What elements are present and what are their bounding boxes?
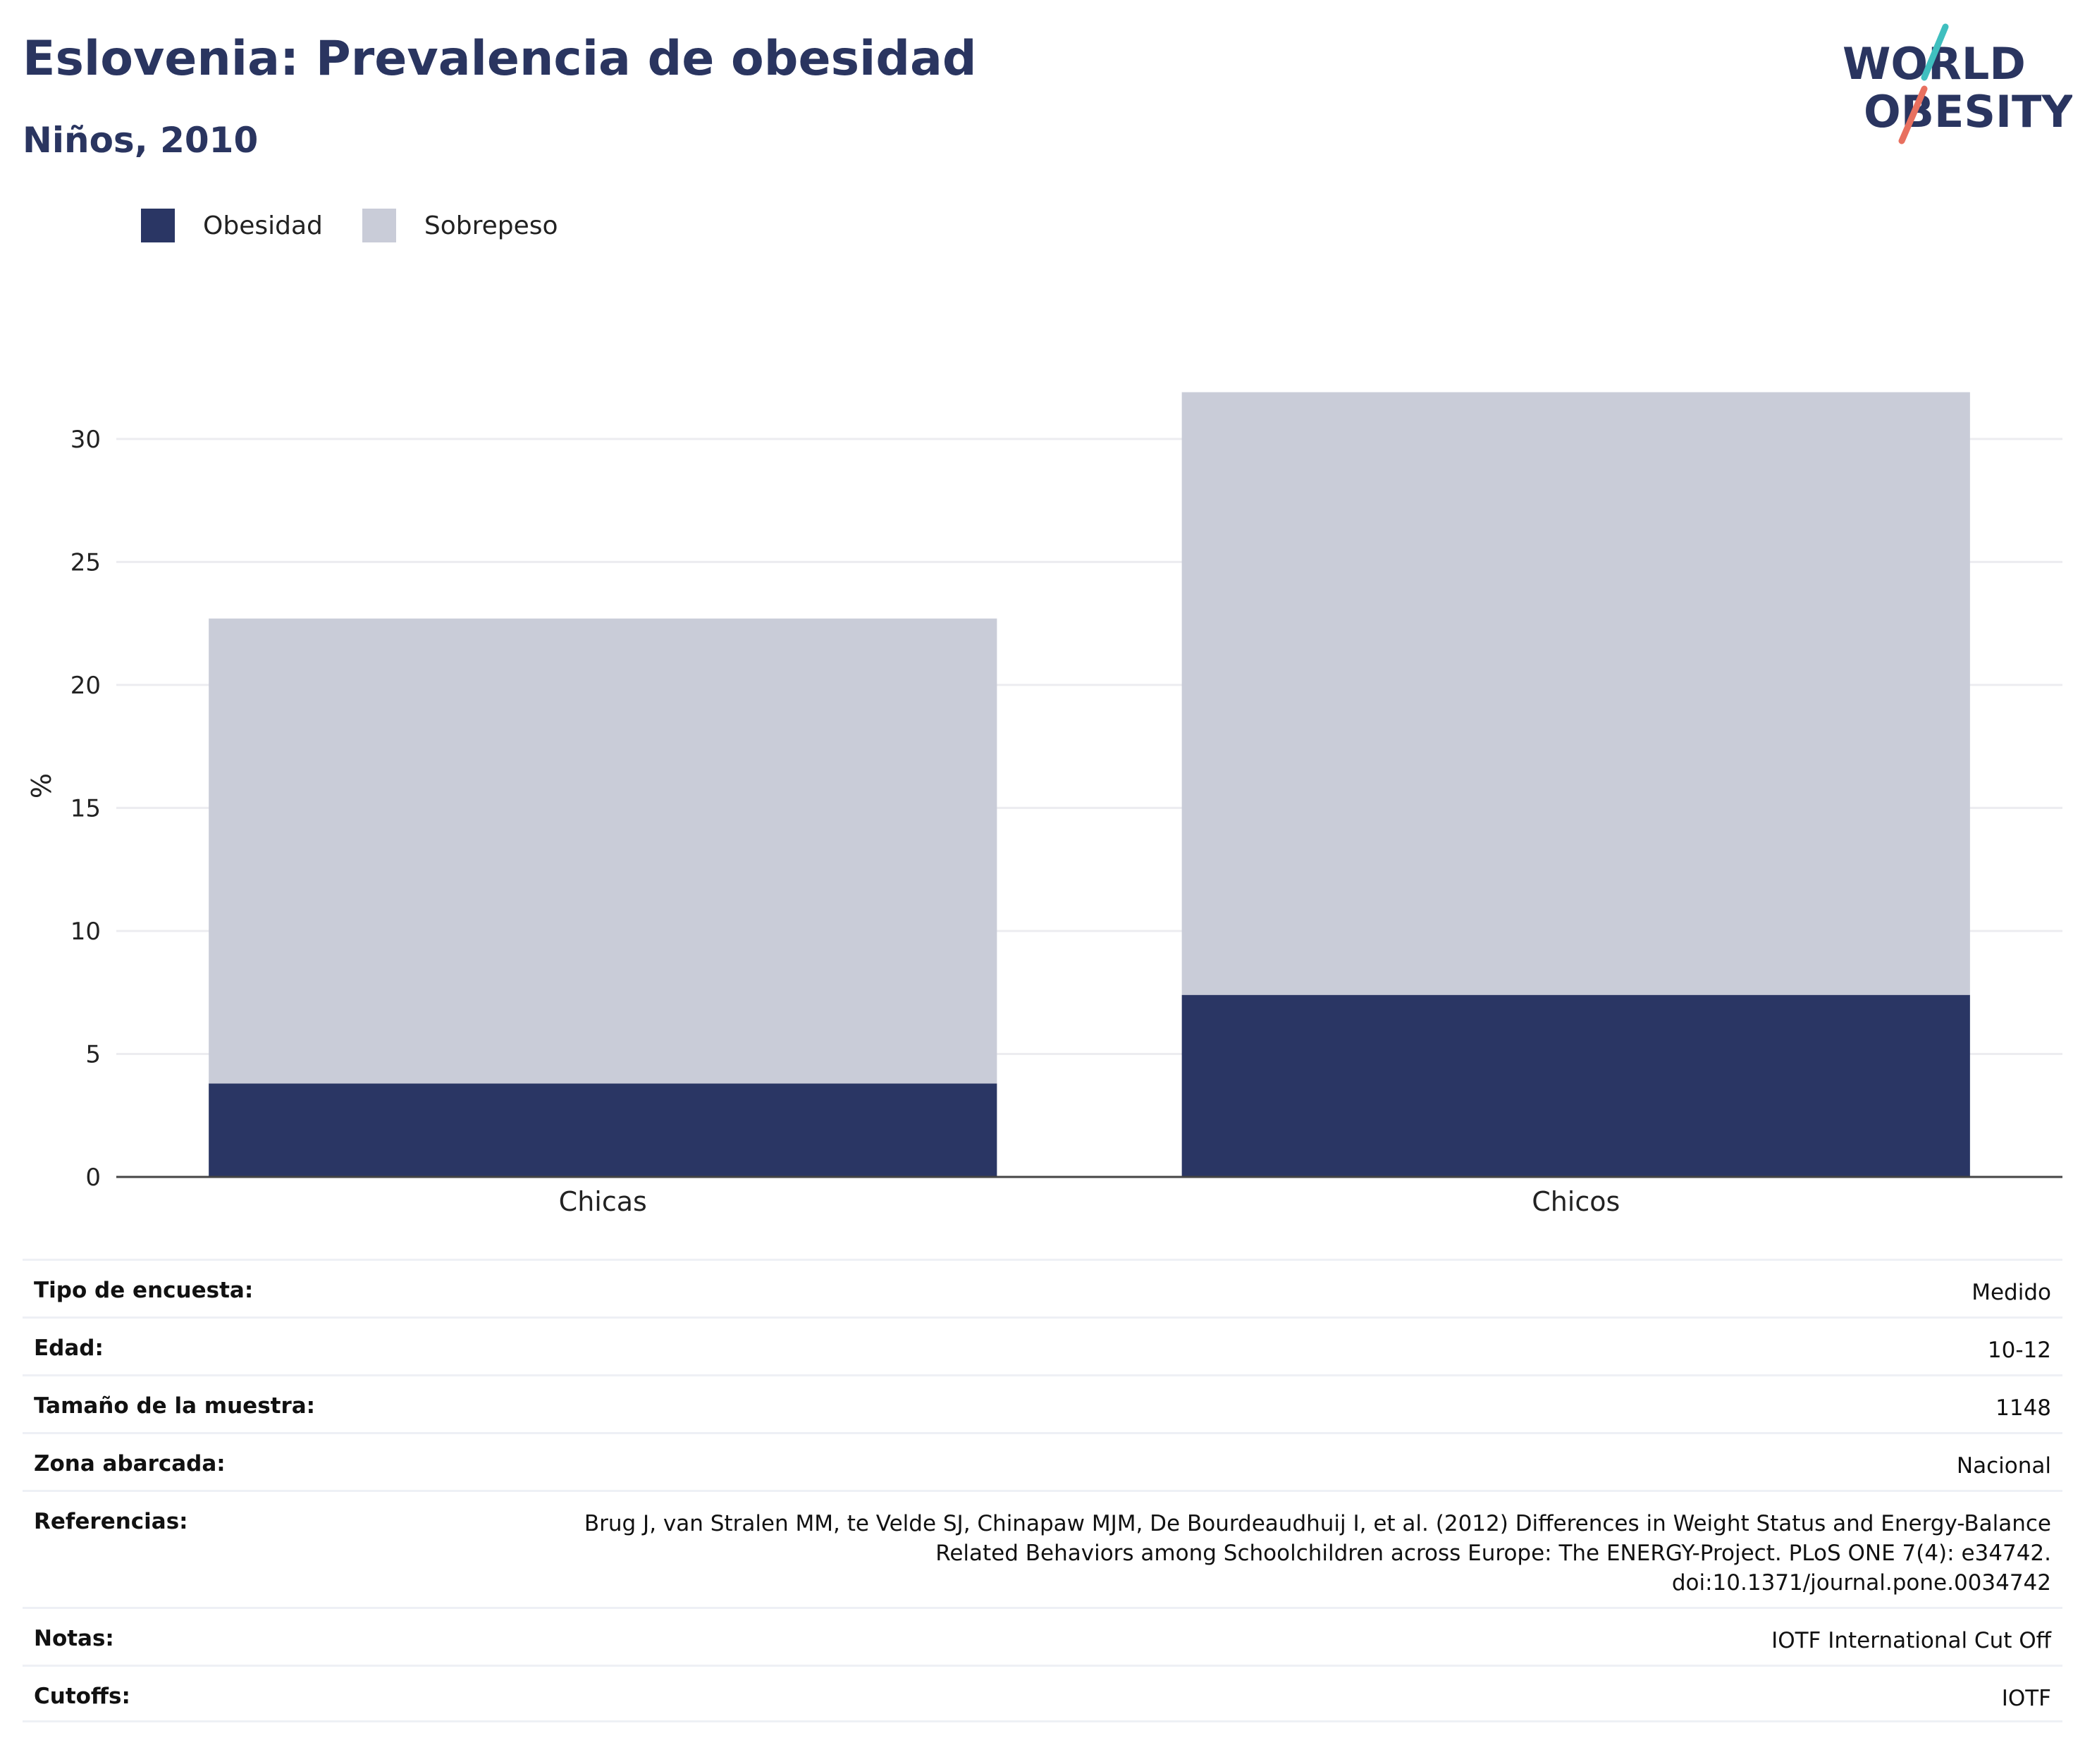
- chart-legend: Obesidad Sobrepeso: [141, 209, 598, 242]
- metadata-label: Zona abarcada:: [34, 1451, 226, 1476]
- x-tick-label: Chicas: [559, 1186, 647, 1217]
- survey-metadata-table: Tipo de encuesta: Medido Edad: 10-12 Tamaño …: [23, 1259, 2062, 1722]
- metadata-row: Cutoffs: IOTF: [23, 1665, 2062, 1722]
- metadata-value-line: 1148: [1995, 1395, 2051, 1421]
- y-axis-label: %: [26, 773, 57, 798]
- metadata-row: Tamaño de la muestra: 1148: [23, 1374, 2062, 1432]
- metadata-row: Notas: IOTF International Cut Off: [23, 1607, 2062, 1665]
- metadata-value-line: Nacional: [1956, 1453, 2051, 1479]
- bar-obesidad-chicas: [209, 1083, 997, 1177]
- metadata-value-line: IOTF International Cut Off: [1771, 1628, 2051, 1653]
- x-tick-label: Chicos: [1532, 1186, 1620, 1217]
- bar-obesidad-chicos: [1181, 994, 1970, 1177]
- y-tick-label: 30: [70, 426, 101, 454]
- y-tick-label: 5: [85, 1040, 101, 1068]
- legend-swatch-sobrepeso: [362, 209, 396, 242]
- bar-sobrepeso-chicos: [1181, 392, 1970, 995]
- y-tick-label: 0: [85, 1164, 101, 1192]
- stacked-bar-chart: 0 5 10 15 20 25 30% Chicas Chicos: [26, 392, 2062, 1217]
- metadata-value: Medido: [1972, 1278, 2051, 1307]
- metadata-value-line: 10-12: [1987, 1338, 2051, 1363]
- metadata-value: IOTF: [2002, 1684, 2051, 1713]
- chart-title: Eslovenia: Prevalencia de obesidad: [23, 31, 977, 87]
- metadata-value-line: Medido: [1972, 1280, 2051, 1305]
- logo-teal-stroke: [1921, 23, 1949, 81]
- chart-subtitle: Niños, 2010: [23, 120, 259, 161]
- logo-text-obesity: OBESITY: [1864, 86, 2072, 137]
- logo-coral-stroke: [1898, 85, 1928, 144]
- metadata-value: Nacional: [1957, 1451, 2051, 1481]
- metadata-label: Tipo de encuesta:: [34, 1278, 254, 1303]
- metadata-value: 10-12: [1988, 1336, 2051, 1365]
- legend-label-sobrepeso: Sobrepeso: [424, 211, 558, 240]
- metadata-value-line: Brug J, van Stralen MM, te Velde SJ, Chi…: [584, 1511, 2051, 1536]
- metadata-label: Cutoffs:: [34, 1684, 130, 1709]
- y-tick-label: 10: [70, 918, 101, 946]
- legend-label-obesidad: Obesidad: [203, 211, 323, 240]
- legend-item-obesidad: Obesidad: [141, 209, 323, 242]
- metadata-value-line: IOTF: [2001, 1686, 2051, 1711]
- metadata-value: 1148: [1995, 1393, 2051, 1423]
- metadata-row: Zona abarcada: Nacional: [23, 1432, 2062, 1490]
- metadata-value: IOTF International Cut Off: [1771, 1626, 2051, 1655]
- metadata-value-line: Related Behaviors among Schoolchildren a…: [935, 1541, 2051, 1566]
- bar-sobrepeso-chicas: [209, 618, 997, 1084]
- metadata-value: Brug J, van Stralen MM, te Velde SJ, Chi…: [584, 1509, 2051, 1598]
- metadata-row: Tipo de encuesta: Medido: [23, 1259, 2062, 1316]
- metadata-label: Tamaño de la muestra:: [34, 1393, 316, 1419]
- metadata-row: Edad: 10-12: [23, 1316, 2062, 1374]
- metadata-label: Referencias:: [34, 1509, 188, 1534]
- y-tick-label: 25: [70, 548, 101, 576]
- legend-swatch-obesidad: [141, 209, 175, 242]
- metadata-label: Notas:: [34, 1626, 114, 1651]
- metadata-label: Edad:: [34, 1336, 104, 1361]
- metadata-value-line: doi:10.1371/journal.pone.0034742: [1671, 1570, 2051, 1596]
- y-tick-label: 15: [70, 794, 101, 822]
- y-tick-label: 20: [70, 672, 101, 700]
- metadata-row: Referencias: Brug J, van Stralen MM, te V…: [23, 1490, 2062, 1607]
- world-obesity-logo: WORLD OBESITY: [1843, 23, 2072, 144]
- legend-item-sobrepeso: Sobrepeso: [362, 209, 558, 242]
